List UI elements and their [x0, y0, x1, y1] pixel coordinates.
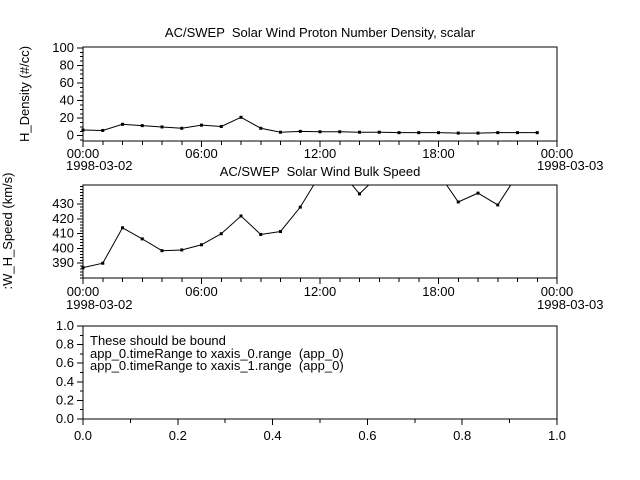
data-point — [476, 191, 480, 195]
data-point — [180, 126, 184, 130]
data-point — [140, 237, 144, 241]
y-tick-label: 0 — [67, 128, 74, 143]
y-tick-label: 430 — [52, 196, 74, 211]
density-axes — [77, 46, 558, 147]
y-tick-label: 80 — [60, 57, 74, 72]
data-point — [535, 131, 539, 135]
y-tick-label: 0.8 — [56, 337, 74, 352]
data-point — [318, 130, 322, 134]
data-point — [160, 125, 164, 129]
data-point — [516, 131, 519, 135]
y-tick-label: 60 — [60, 75, 74, 90]
x-tick-label: 00:00 — [541, 284, 574, 299]
data-point — [200, 243, 203, 247]
speed-axes — [77, 184, 558, 284]
x-tick-label: 00:00 — [67, 146, 100, 161]
x-tick-label: 1.0 — [548, 428, 566, 443]
density-data-series — [81, 115, 539, 135]
data-point — [101, 128, 105, 132]
binding-note-line1: These should be bound — [90, 333, 226, 348]
data-point — [536, 178, 539, 181]
x-tick-label: 18:00 — [422, 284, 455, 299]
bindings-axes — [77, 325, 558, 425]
y-tick-label: 100 — [52, 40, 74, 55]
x-tick-label: 06:00 — [185, 146, 218, 161]
data-point — [219, 232, 223, 236]
density-plot-title: AC/SWEP Solar Wind Proton Number Density… — [164, 25, 476, 40]
data-point — [160, 249, 164, 253]
data-point — [437, 131, 440, 135]
y-tick-label: 0.0 — [56, 411, 74, 426]
data-point — [496, 203, 500, 207]
binding-note-line3: app_0.timeRange to xaxis_1.range (app_0) — [90, 358, 344, 373]
speed-data-series — [81, 178, 539, 270]
data-point — [180, 248, 184, 252]
data-point — [239, 115, 243, 119]
x-tick-label: 0.8 — [453, 428, 471, 443]
data-point — [476, 131, 480, 135]
data-point — [298, 205, 302, 209]
data-point — [200, 123, 203, 127]
y-tick-label: 0.6 — [56, 355, 74, 370]
data-point — [219, 125, 223, 129]
data-point — [338, 130, 342, 134]
x-tick-label: 06:00 — [185, 284, 218, 299]
density-yaxis-label: H_Density (#/cc) — [17, 45, 32, 143]
data-point — [121, 122, 124, 126]
x-tick-label: 18:00 — [422, 146, 455, 161]
data-point — [358, 130, 361, 134]
y-tick-label: 0.4 — [56, 374, 74, 389]
y-tick-label: 0.2 — [56, 392, 74, 407]
x-tick-label: 0.2 — [169, 428, 187, 443]
data-point — [456, 131, 460, 135]
data-point — [298, 129, 302, 133]
y-tick-label: 40 — [60, 93, 74, 108]
x-tick-label: 0.0 — [74, 428, 92, 443]
data-point — [358, 192, 361, 196]
data-point — [417, 131, 421, 135]
density-xaxis-end-date: 1998-03-03 — [537, 158, 604, 173]
speed-xaxis-start-date: 1998-03-02 — [66, 297, 133, 312]
x-tick-label: 12:00 — [304, 146, 337, 161]
speed-yaxis-label: :W_H_Speed (km/s) — [0, 172, 15, 290]
data-point — [456, 200, 460, 204]
binding-note-line2: app_0.timeRange to xaxis_0.range (app_0) — [90, 346, 344, 361]
y-tick-label: 420 — [52, 211, 74, 226]
density-xaxis-start-date: 1998-03-02 — [66, 158, 133, 173]
data-point — [259, 126, 263, 130]
data-point — [121, 226, 124, 230]
y-tick-label: 410 — [52, 226, 74, 241]
bindings-plot[interactable]: 0.0 0.2 0.4 0.6 0.8 1.0 0.0 0.2 0.4 0.6 0.8 1.0 — [56, 318, 566, 443]
speed-xaxis-end-date: 1998-03-03 — [537, 297, 604, 312]
y-tick-label: 1.0 — [56, 318, 74, 333]
x-tick-label: 00:00 — [541, 146, 574, 161]
y-tick-label: 390 — [52, 255, 74, 270]
x-tick-label: 12:00 — [304, 284, 337, 299]
data-point — [279, 130, 282, 134]
data-point — [279, 230, 282, 233]
data-point — [259, 232, 263, 236]
data-point — [377, 130, 381, 134]
data-point — [101, 261, 105, 265]
y-tick-label: 20 — [60, 110, 74, 125]
density-plot[interactable]: 0 20 40 60 80 100 00:00 06:00 12:00 18:00 00:00 — [52, 40, 573, 161]
x-tick-label: 00:00 — [67, 284, 100, 299]
x-tick-label: 0.4 — [264, 428, 282, 443]
data-point — [397, 131, 401, 135]
y-tick-label: 400 — [52, 240, 74, 255]
x-tick-label: 0.6 — [358, 428, 376, 443]
data-point — [496, 131, 500, 135]
data-point — [140, 124, 144, 128]
data-point — [239, 214, 243, 218]
speed-plot-title: AC/SWEP Solar Wind Bulk Speed — [219, 164, 421, 179]
